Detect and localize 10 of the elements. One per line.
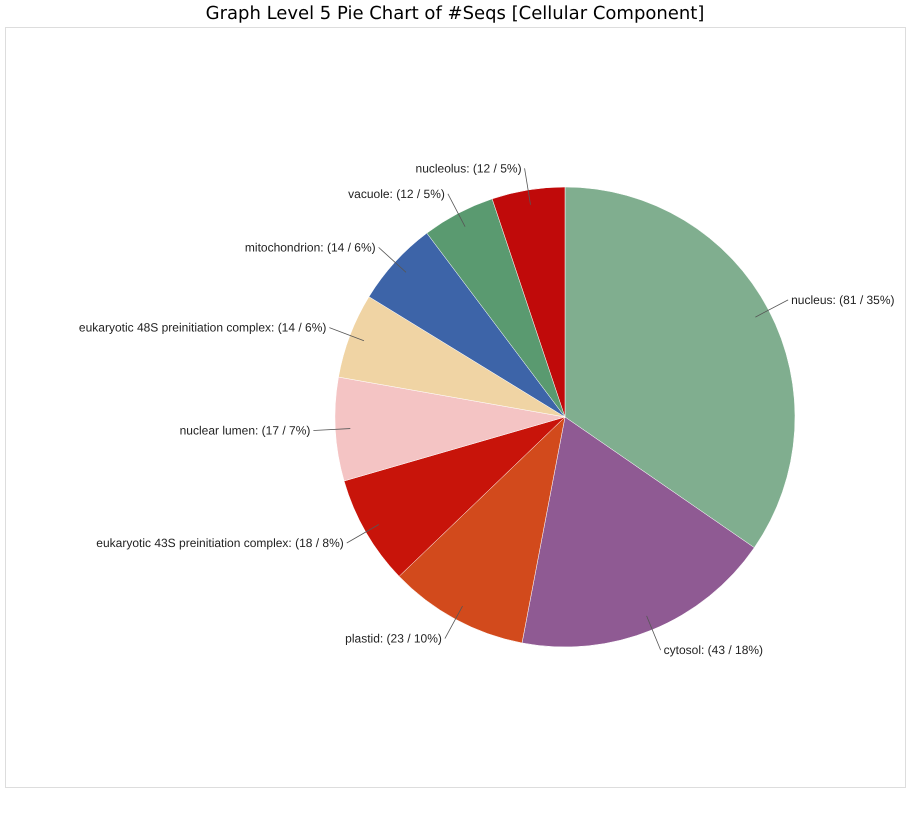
- slice-label: vacuole: (12 / 5%): [348, 186, 445, 201]
- slice-label: nucleolus: (12 / 5%): [416, 161, 522, 176]
- slice-label: nucleus: (81 / 35%): [791, 292, 895, 307]
- slice-label: mitochondrion: (14 / 6%): [244, 240, 376, 254]
- slice-label: eukaryotic 48S preinitiation complex: (14 / 6%): [78, 320, 326, 335]
- slice-label: plastid: (23 / 10%): [345, 632, 442, 646]
- chart-title: Graph Level 5 Pie Chart of #Seqs [Cellular Component]: [206, 3, 704, 24]
- slice-label: cytosol: (43 / 18%): [664, 643, 764, 658]
- slice-label: nuclear lumen: (17 / 7%): [180, 424, 310, 438]
- slice-label: eukaryotic 43S preinitiation complex: (18 / 8%): [96, 536, 344, 550]
